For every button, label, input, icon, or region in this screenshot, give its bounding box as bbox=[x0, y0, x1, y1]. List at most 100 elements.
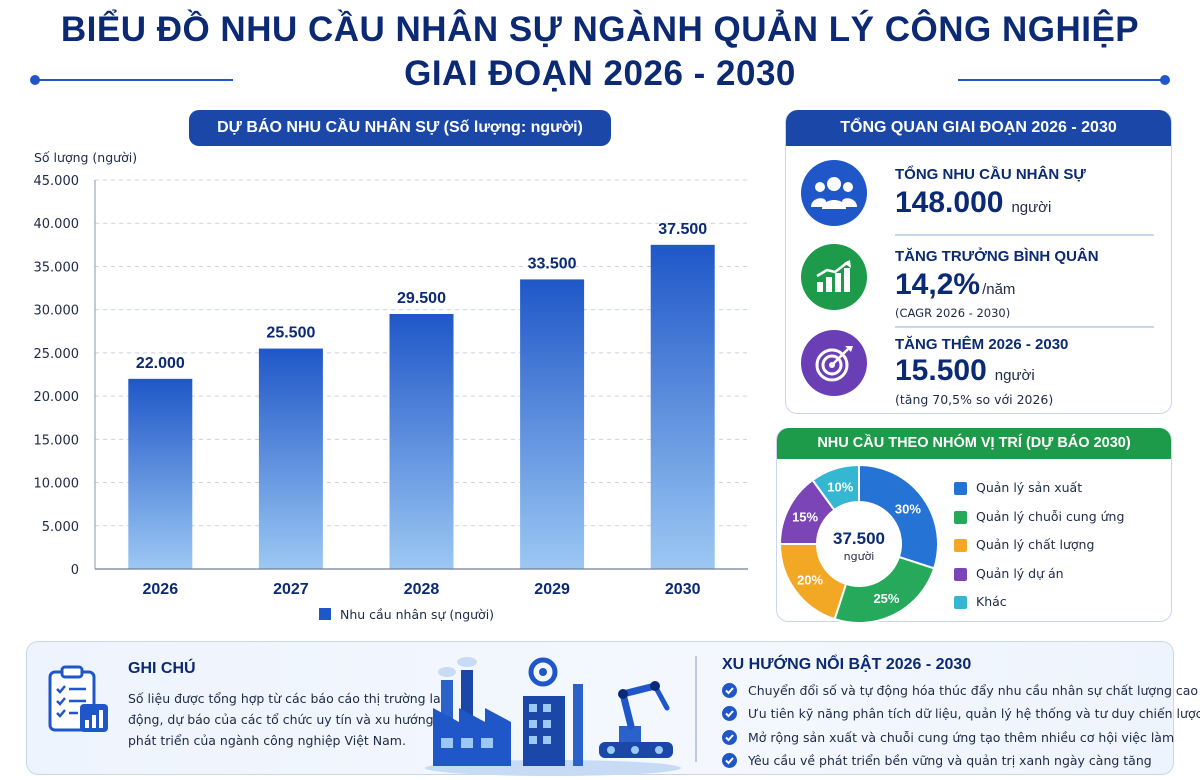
x-tick-label: 2029 bbox=[534, 581, 570, 598]
pie-legend: Quản lý sản xuất11.250Quản lý chuỗi cung… bbox=[776, 470, 1172, 620]
x-tick-label: 2030 bbox=[665, 581, 701, 598]
kpi-total-unit: người bbox=[1011, 199, 1052, 216]
pie-percent-label: 20% bbox=[797, 573, 823, 588]
kpi-increase-value: 15.500 người bbox=[895, 354, 1035, 388]
legend-label: Khác bbox=[976, 594, 1007, 609]
kpi-total-number: 148.000 bbox=[895, 186, 1004, 219]
bar-chart-title-pill: DỰ BÁO NHU CẦU NHÂN SỰ (Số lượng: người) bbox=[189, 110, 611, 146]
kpi-increase-label: TĂNG THÊM 2026 - 2030 bbox=[895, 336, 1069, 353]
kpi-increase-number: 15.500 bbox=[895, 354, 987, 387]
check-icon bbox=[722, 683, 737, 698]
people-icon bbox=[801, 160, 867, 226]
bar-chart-title: DỰ BÁO NHU CẦU NHÂN SỰ (Số lượng: người) bbox=[217, 119, 583, 136]
bar-2030 bbox=[650, 244, 715, 569]
pie-center-unit: người bbox=[844, 550, 875, 563]
y-axis-label: Số lượng (người) bbox=[34, 150, 137, 165]
check-icon bbox=[722, 706, 737, 721]
bar-2028 bbox=[389, 313, 454, 569]
overview-title: TỔNG QUAN GIAI ĐOẠN 2026 - 2030 bbox=[840, 119, 1117, 136]
legend-label: Quản lý sản xuất bbox=[976, 480, 1083, 495]
x-tick-label: 2026 bbox=[143, 581, 179, 598]
bar-value-label: 25.500 bbox=[266, 325, 315, 342]
y-tick-label: 30.000 bbox=[34, 304, 80, 319]
kpi-list: TỔNG NHU CẦU NHÂN SỰ 148.000 người TĂNG T… bbox=[785, 146, 1172, 414]
decor-line-left bbox=[38, 79, 233, 81]
target-icon bbox=[801, 330, 867, 396]
y-tick-label: 0 bbox=[71, 563, 79, 578]
kpi-increase: TĂNG THÊM 2026 - 2030 15.500 người (tăng … bbox=[785, 326, 1172, 414]
kpi-growth-number: 14,2% bbox=[895, 268, 981, 301]
y-tick-label: 5.000 bbox=[42, 520, 79, 535]
pie-percent-label: 15% bbox=[792, 510, 818, 525]
pie-center-value: 37.500 bbox=[833, 529, 885, 548]
pie-legend-row: Khác3.750 bbox=[954, 593, 1200, 611]
legend-label-bar: Nhu cầu nhân sự (người) bbox=[340, 607, 494, 622]
kpi-divider-2 bbox=[895, 326, 1154, 328]
x-tick-label: 2028 bbox=[404, 581, 440, 598]
decor-dot-right bbox=[1160, 75, 1170, 85]
trend-text: Mở rộng sản xuất và chuỗi cung ứng tạo t… bbox=[748, 730, 1175, 745]
y-tick-label: 25.000 bbox=[34, 347, 80, 362]
pie-percent-label: 30% bbox=[895, 501, 921, 516]
y-tick-label: 20.000 bbox=[34, 390, 80, 405]
bottom-divider bbox=[695, 656, 697, 762]
pie-legend-row: Quản lý dự án5.625 bbox=[954, 565, 1200, 583]
kpi-increase-unit: người bbox=[994, 367, 1035, 384]
trends-title: XU HƯỚNG NỔI BẬT 2026 - 2030 bbox=[722, 656, 972, 673]
decor-dot-left bbox=[30, 75, 40, 85]
kpi-growth-sub: (CAGR 2026 - 2030) bbox=[895, 306, 1011, 320]
kpi-growth-unit: /năm bbox=[982, 281, 1016, 298]
kpi-increase-sub: (tăng 70,5% so với 2026) bbox=[895, 392, 1054, 407]
legend-swatch bbox=[954, 482, 967, 495]
title-line-1: BIỂU ĐỒ NHU CẦU NHÂN SỰ NGÀNH QUẢN LÝ CÔ… bbox=[60, 10, 1140, 49]
legend-label: Quản lý chuỗi cung ứng bbox=[976, 508, 1125, 524]
kpi-divider-1 bbox=[895, 234, 1154, 236]
kpi-growth: TĂNG TRƯỞNG BÌNH QUÂN 14,2%/năm (CAGR 20… bbox=[785, 234, 1172, 326]
bar-chart: Số lượng (người) 0 5.000 10.000 15.000 20.00… bbox=[34, 150, 748, 622]
trend-text: Ưu tiên kỹ năng phân tích dữ liệu, quản … bbox=[748, 706, 1200, 721]
legend-swatch bbox=[954, 567, 967, 581]
legend-label: Quản lý dự án bbox=[976, 565, 1064, 581]
factory-illustration bbox=[425, 657, 681, 776]
notes-title: GHI CHÚ bbox=[128, 660, 196, 677]
bar-value-label: 29.500 bbox=[397, 290, 446, 307]
legend-label: Quản lý chất lượng bbox=[976, 537, 1095, 552]
page-title: BIỂU ĐỒ NHU CẦU NHÂN SỰ NGÀNH QUẢN LÝ CÔ… bbox=[0, 8, 1200, 96]
y-tick-label: 45.000 bbox=[34, 174, 80, 189]
y-tick-label: 15.000 bbox=[34, 433, 80, 448]
title-line-2: GIAI ĐOẠN 2026 - 2030 bbox=[404, 54, 796, 93]
kpi-growth-label: TĂNG TRƯỞNG BÌNH QUÂN bbox=[895, 248, 1099, 265]
y-tick-label: 35.000 bbox=[34, 260, 80, 275]
pie-legend-row: Quản lý chất lượng7.500 bbox=[954, 536, 1200, 554]
kpi-total-value: 148.000 người bbox=[895, 186, 1051, 220]
bar-2027 bbox=[258, 348, 323, 569]
pie-title: NHU CẦU THEO NHÓM VỊ TRÍ (DỰ BÁO 2030) bbox=[817, 435, 1131, 451]
bar-value-label: 37.500 bbox=[658, 221, 707, 238]
clipboard-icon bbox=[46, 664, 110, 736]
pie-percent-label: 25% bbox=[873, 591, 899, 606]
legend-swatch bbox=[954, 539, 967, 552]
pie-percent-label: 10% bbox=[827, 479, 853, 494]
decor-line-right bbox=[958, 79, 1162, 81]
y-tick-label: 40.000 bbox=[34, 217, 80, 232]
legend-swatch-bar bbox=[319, 608, 331, 620]
overview-title-pill: TỔNG QUAN GIAI ĐOẠN 2026 - 2030 bbox=[786, 110, 1171, 146]
y-tick-label: 10.000 bbox=[34, 477, 80, 492]
bar-value-label: 22.000 bbox=[136, 355, 185, 372]
trend-text: Yêu cầu về phát triển bền vững và quản t… bbox=[748, 753, 1152, 768]
bar-2026 bbox=[128, 378, 193, 569]
kpi-total-demand: TỔNG NHU CẦU NHÂN SỰ 148.000 người bbox=[785, 146, 1172, 234]
growth-chart-icon bbox=[801, 244, 867, 310]
trend-text: Chuyển đổi số và tự động hóa thúc đẩy nh… bbox=[748, 683, 1199, 698]
kpi-total-label: TỔNG NHU CẦU NHÂN SỰ bbox=[895, 166, 1086, 183]
bar-value-label: 33.500 bbox=[528, 255, 577, 272]
pie-title-pill: NHU CẦU THEO NHÓM VỊ TRÍ (DỰ BÁO 2030) bbox=[777, 428, 1171, 459]
pie-legend-row: Quản lý sản xuất11.250 bbox=[954, 479, 1200, 497]
check-icon bbox=[722, 730, 737, 745]
check-icon bbox=[722, 753, 737, 768]
kpi-growth-value: 14,2%/năm bbox=[895, 268, 1015, 302]
notes-text: Số liệu được tổng hợp từ các báo cáo thị… bbox=[128, 691, 449, 748]
pie-chart: 37.500 người 30% 25% 20% 15% 10% bbox=[778, 463, 939, 624]
legend-swatch bbox=[954, 510, 967, 524]
legend-swatch bbox=[954, 596, 967, 609]
